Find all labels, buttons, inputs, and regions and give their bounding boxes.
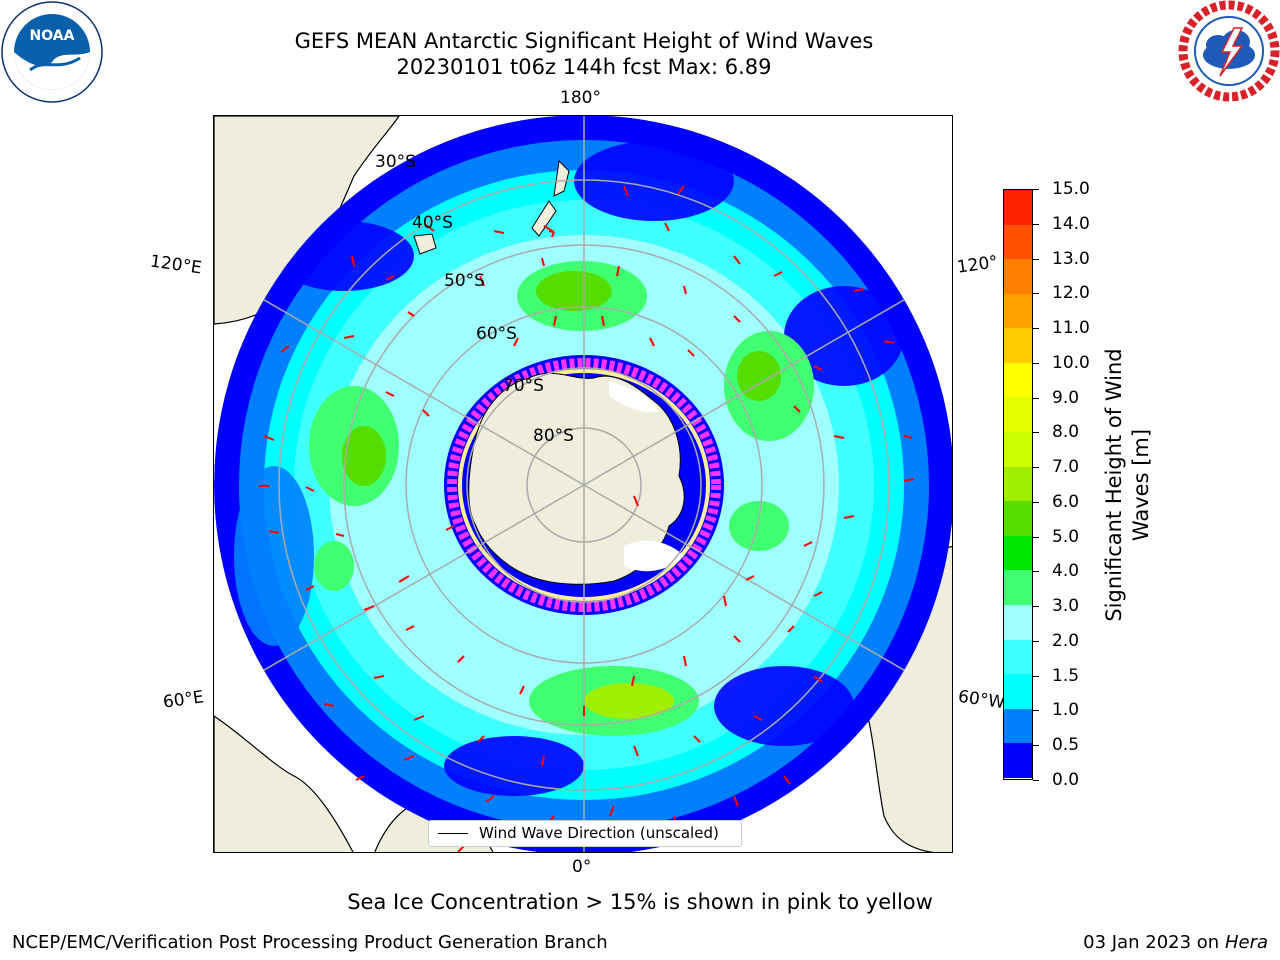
colorbar-tick-label: 15.0 bbox=[1052, 179, 1090, 199]
lat-label-60s: 60°S bbox=[476, 324, 517, 344]
colorbar-segment bbox=[1004, 639, 1032, 675]
colorbar-tick-label: 1.5 bbox=[1052, 665, 1080, 686]
colorbar bbox=[1003, 189, 1033, 780]
colorbar-segment bbox=[1004, 743, 1032, 778]
lat-label-30s: 30°S bbox=[375, 152, 416, 172]
noaa-logo-text: NOAA bbox=[30, 28, 75, 44]
colorbar-tick-label: 6.0 bbox=[1052, 491, 1080, 512]
colorbar-tick-mark bbox=[1033, 258, 1039, 260]
colorbar-segment bbox=[1004, 674, 1032, 709]
colorbar-tick-mark bbox=[1033, 432, 1039, 434]
colorbar-segment bbox=[1004, 362, 1032, 398]
lon-label-120e: 120°E bbox=[148, 251, 203, 279]
colorbar-tick-label: 12.0 bbox=[1052, 283, 1090, 304]
colorbar-tick-label: 0.0 bbox=[1052, 770, 1080, 790]
colorbar-tick-label: 7.0 bbox=[1052, 457, 1080, 478]
colorbar-tick-label: 4.0 bbox=[1052, 561, 1080, 582]
chart-title: GEFS MEAN Antarctic Significant Height o… bbox=[294, 29, 874, 53]
map-legend: Wind Wave Direction (unscaled) bbox=[428, 820, 742, 847]
colorbar-tick-mark bbox=[1033, 640, 1039, 642]
antarctica-land bbox=[468, 372, 685, 585]
colorbar-tick-label: 10.0 bbox=[1052, 352, 1090, 373]
colorbar-tick-label: 8.0 bbox=[1052, 422, 1080, 443]
lon-label-120w: 120° bbox=[955, 252, 1000, 278]
map-svg bbox=[214, 116, 952, 852]
date-stamp: 03 Jan 2023 on Hera bbox=[1083, 932, 1268, 953]
colorbar-segment bbox=[1004, 397, 1032, 433]
lat-label-50s: 50°S bbox=[444, 271, 485, 291]
colorbar-tick-label: 9.0 bbox=[1052, 387, 1080, 408]
lon-label-180: 180° bbox=[560, 88, 601, 108]
lon-label-60w: 60°W bbox=[956, 686, 1007, 714]
colorbar-tick-mark bbox=[1033, 189, 1039, 190]
noaa-logo: NOAA bbox=[0, 0, 104, 104]
nws-logo bbox=[1178, 0, 1280, 102]
colorbar-tick-label: 3.0 bbox=[1052, 596, 1080, 617]
colorbar-label-line1: Significant Height of Wind bbox=[1102, 348, 1126, 622]
colorbar-segment bbox=[1004, 535, 1032, 571]
lon-label-0: 0° bbox=[572, 857, 592, 877]
colorbar-tick-mark bbox=[1033, 780, 1039, 781]
legend-line-icon bbox=[438, 833, 468, 834]
colorbar-segment bbox=[1004, 328, 1032, 363]
colorbar-tick-label: 11.0 bbox=[1052, 318, 1090, 339]
ice-shelf bbox=[609, 381, 659, 413]
colorbar-tick-mark bbox=[1033, 397, 1039, 399]
colorbar-tick-mark bbox=[1033, 675, 1039, 677]
new-zealand-land bbox=[531, 159, 570, 237]
colorbar-label: Significant Height of Wind Waves [m] bbox=[1101, 325, 1155, 645]
date-host: Hera bbox=[1224, 932, 1268, 953]
lon-label-60e: 60°E bbox=[161, 687, 206, 713]
colorbar-segment bbox=[1004, 190, 1032, 225]
colorbar-segment bbox=[1004, 604, 1032, 640]
ice-shelf bbox=[624, 540, 684, 572]
colorbar-tick-mark bbox=[1033, 223, 1039, 225]
colorbar-tick-mark bbox=[1033, 362, 1039, 364]
colorbar-tick-label: 0.5 bbox=[1052, 735, 1080, 756]
lat-label-80s: 80°S bbox=[533, 426, 574, 446]
lat-label-40s: 40°S bbox=[412, 213, 453, 233]
colorbar-tick-label: 14.0 bbox=[1052, 213, 1090, 234]
colorbar-segment bbox=[1004, 708, 1032, 744]
colorbar-tick-mark bbox=[1033, 328, 1039, 330]
colorbar-segment bbox=[1004, 259, 1032, 294]
colorbar-tick-mark bbox=[1033, 571, 1039, 573]
colorbar-segment bbox=[1004, 224, 1032, 260]
colorbar-tick-mark bbox=[1033, 606, 1039, 608]
tasmania-land bbox=[413, 233, 437, 255]
colorbar-segment bbox=[1004, 293, 1032, 329]
colorbar-tick-label: 1.0 bbox=[1052, 700, 1080, 721]
colorbar-tick-label: 2.0 bbox=[1052, 630, 1080, 651]
wind-wave-arrows bbox=[259, 185, 915, 852]
colorbar-tick-mark bbox=[1033, 745, 1039, 747]
legend-label: Wind Wave Direction (unscaled) bbox=[479, 824, 719, 842]
credit-text: NCEP/EMC/Verification Post Processing Pr… bbox=[12, 932, 608, 953]
colorbar-tick-label: 5.0 bbox=[1052, 526, 1080, 547]
colorbar-tick-mark bbox=[1033, 501, 1039, 503]
lat-label-70s: 70°S bbox=[503, 376, 544, 396]
colorbar-label-line2: Waves [m] bbox=[1129, 428, 1153, 542]
colorbar-tick-mark bbox=[1033, 710, 1039, 712]
colorbar-tick-mark bbox=[1033, 536, 1039, 538]
colorbar-segment bbox=[1004, 466, 1032, 502]
colorbar-tick-mark bbox=[1033, 293, 1039, 295]
sea-ice-note: Sea Ice Concentration > 15% is shown in … bbox=[347, 890, 933, 914]
colorbar-tick-label: 13.0 bbox=[1052, 248, 1090, 269]
colorbar-segment bbox=[1004, 570, 1032, 605]
colorbar-segment bbox=[1004, 432, 1032, 467]
date-text: 03 Jan 2023 on bbox=[1083, 932, 1225, 953]
polar-map: 30°S 40°S 50°S 60°S 70°S 80°S Wind Wave … bbox=[213, 115, 953, 853]
chart-subtitle: 20230101 t06z 144h fcst Max: 6.89 bbox=[396, 55, 772, 79]
colorbar-tick-mark bbox=[1033, 467, 1039, 469]
africa-land bbox=[214, 715, 354, 852]
colorbar-segment bbox=[1004, 501, 1032, 536]
